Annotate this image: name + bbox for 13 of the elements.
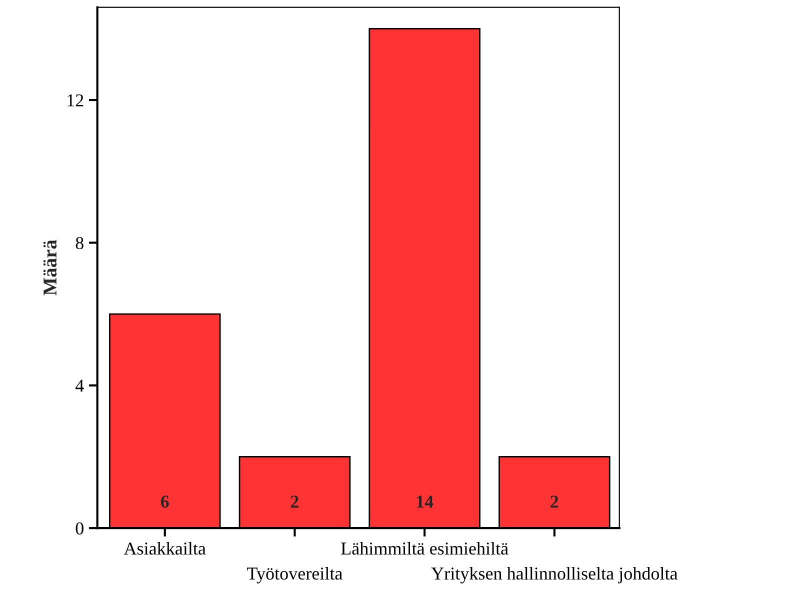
x-tick-label: Yrityksen hallinnolliselta johdolta bbox=[431, 566, 678, 584]
y-axis-title: Määrä bbox=[43, 240, 57, 296]
data-label: 2 bbox=[290, 496, 298, 508]
y-tick-label: 0 bbox=[76, 522, 84, 535]
y-tick-label: 12 bbox=[68, 94, 84, 106]
data-label: 6 bbox=[160, 496, 169, 508]
x-tick-label: Asiakkailta bbox=[124, 542, 206, 555]
y-tick-label: 4 bbox=[75, 380, 84, 392]
data-label: 2 bbox=[550, 496, 558, 508]
data-label: 14 bbox=[417, 496, 434, 508]
y-tick-label: 8 bbox=[76, 236, 84, 250]
x-tick-label: Lähimmiltä esimiehiltä bbox=[341, 542, 508, 555]
x-tick-label: Työtovereilta bbox=[247, 566, 342, 584]
